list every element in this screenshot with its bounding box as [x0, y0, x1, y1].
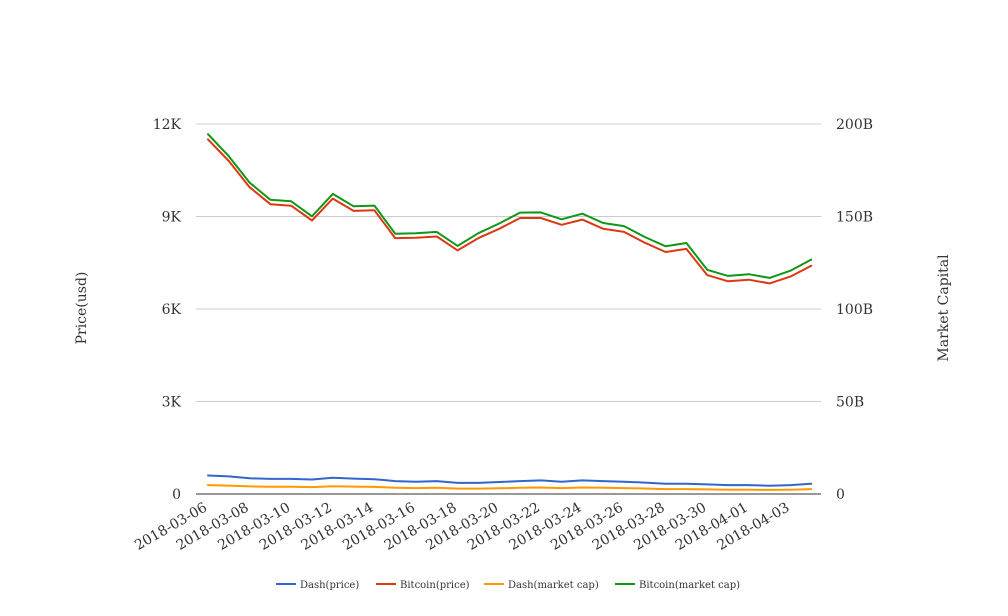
series-line-dash-price [207, 474, 813, 487]
legend-label: Dash(price) [300, 580, 359, 591]
y-left-tick-label: 3K [162, 395, 182, 411]
legend-label: Bitcoin(market cap) [639, 580, 740, 591]
legend-item: Dash(price) [276, 580, 359, 591]
y-left-tick-label: 6K [162, 302, 182, 318]
y-left-tick-label: 0 [172, 487, 181, 503]
y-right-tick-label: 0 [836, 487, 845, 503]
series-line-bitcoin-price [207, 138, 813, 285]
y-right-tick-label: 150B [836, 210, 873, 226]
y-right-tick-label: 100B [836, 302, 873, 318]
y-left-tick-label: 12K [153, 117, 182, 133]
legend-label: Dash(market cap) [508, 580, 599, 591]
legend-item: Dash(market cap) [484, 580, 599, 591]
legend-item: Bitcoin(price) [376, 580, 470, 591]
right-axis-ticks: 0 50B 100B 150B 200B [836, 117, 873, 503]
legend-label: Bitcoin(price) [400, 580, 470, 591]
legend-item: Bitcoin(market cap) [615, 580, 740, 591]
y-axis-right-label: Market Capital [936, 254, 952, 362]
series-lines [207, 133, 813, 491]
y-right-tick-label: 50B [836, 395, 864, 411]
y-axis-left-label: Price(usd) [74, 272, 90, 345]
gridlines [196, 123, 821, 495]
legend: Dash(price) Bitcoin(price) Dash(market cap… [276, 580, 740, 591]
y-left-tick-label: 9K [162, 210, 182, 226]
y-right-tick-label: 200B [836, 117, 873, 133]
left-axis-ticks: 0 3K 6K 9K 12K [153, 117, 182, 503]
series-line-bitcoin-market-cap [207, 133, 813, 279]
series-line-dash-market-cap [207, 484, 813, 491]
x-axis-ticks: 2018-03-062018-03-082018-03-102018-03-12… [132, 500, 792, 554]
